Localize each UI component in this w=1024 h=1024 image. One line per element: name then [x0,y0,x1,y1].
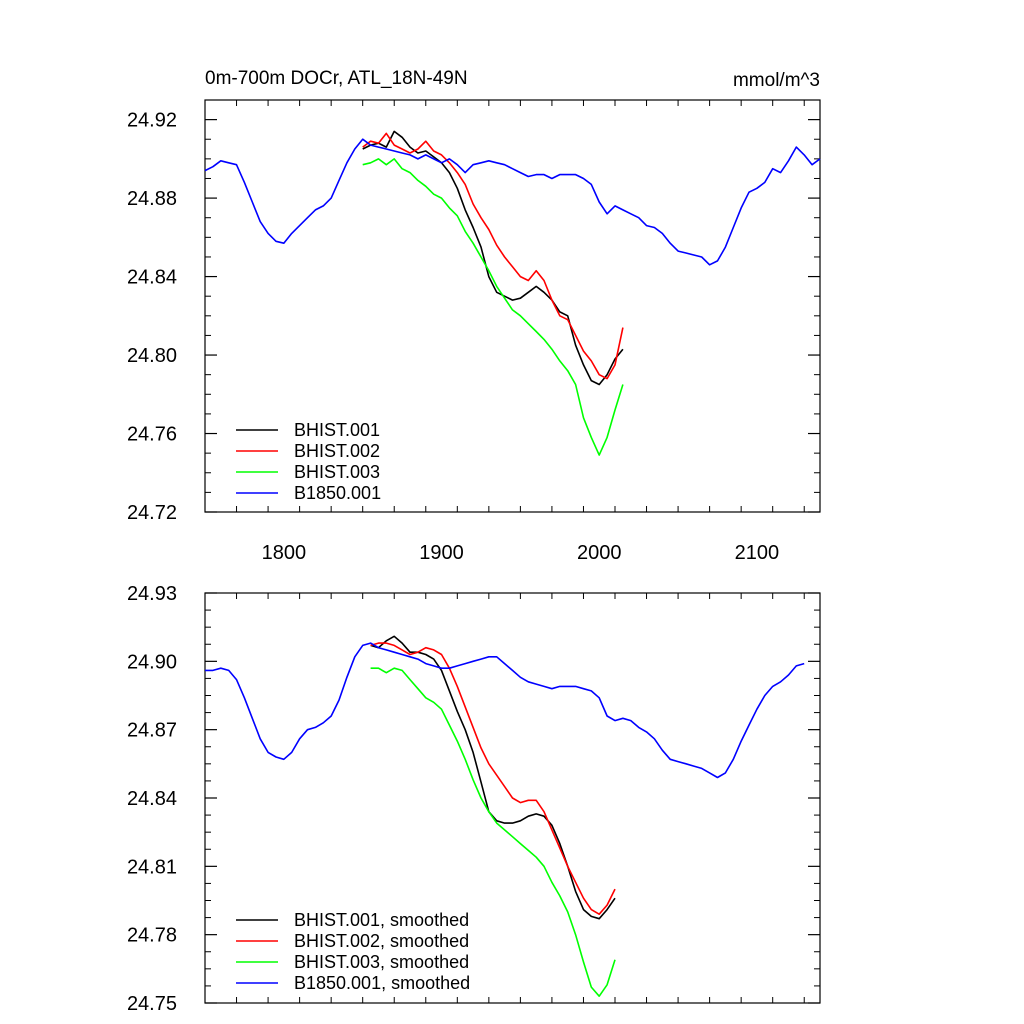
series-line-1 [370,642,616,916]
y-tick-label: 24.92 [127,110,177,132]
y-tick-label: 24.90 [127,651,177,673]
y-tick-label: 24.84 [127,267,177,289]
series-line-0 [362,130,624,386]
x-tick-label: 1900 [419,542,464,564]
legend-label: BHIST.001 [294,420,380,440]
y-tick-label: 24.88 [127,188,177,210]
y-tick-label: 24.72 [127,502,177,524]
chart-title: 0m-700m DOCr, ATL_18N-49N [205,68,468,89]
y-tick-label: 24.76 [127,424,177,446]
x-tick-label: 1800 [262,542,307,564]
legend-label: BHIST.001, smoothed [294,910,469,930]
top-panel: 1800 1900 2000 2100 24.72 24.76 24.80 24.84 24.8… [127,68,821,564]
series-line-3 [205,642,805,779]
series-line-0 [370,635,616,920]
legend-label: BHIST.003 [294,462,380,482]
y-tick-label: 24.87 [127,720,177,742]
bottom-panel: 24.75 24.78 24.81 24.84 24.87 24.90 24.93 BHIST… [127,583,821,1015]
x-tick-label: 2100 [735,542,780,564]
legend-label: B1850.001, smoothed [294,973,470,993]
legend-label: B1850.001 [294,483,381,503]
units-label: mmol/m^3 [733,70,820,91]
series-line-2 [362,158,624,456]
series-line-1 [362,132,624,380]
y-tick-label: 24.93 [127,583,177,605]
series-line-3 [204,138,821,266]
legend-label: BHIST.002, smoothed [294,931,469,951]
legend-label: BHIST.002 [294,441,380,461]
series-line-2 [370,667,616,998]
y-tick-label: 24.84 [127,788,177,810]
plot-frame [204,99,821,513]
x-tick-label: 2000 [577,542,622,564]
y-tick-label: 24.81 [127,856,177,878]
legend-label: BHIST.003, smoothed [294,952,469,972]
y-tick-label: 24.78 [127,925,177,947]
y-tick-label: 24.75 [127,993,177,1015]
y-tick-label: 24.80 [127,345,177,367]
